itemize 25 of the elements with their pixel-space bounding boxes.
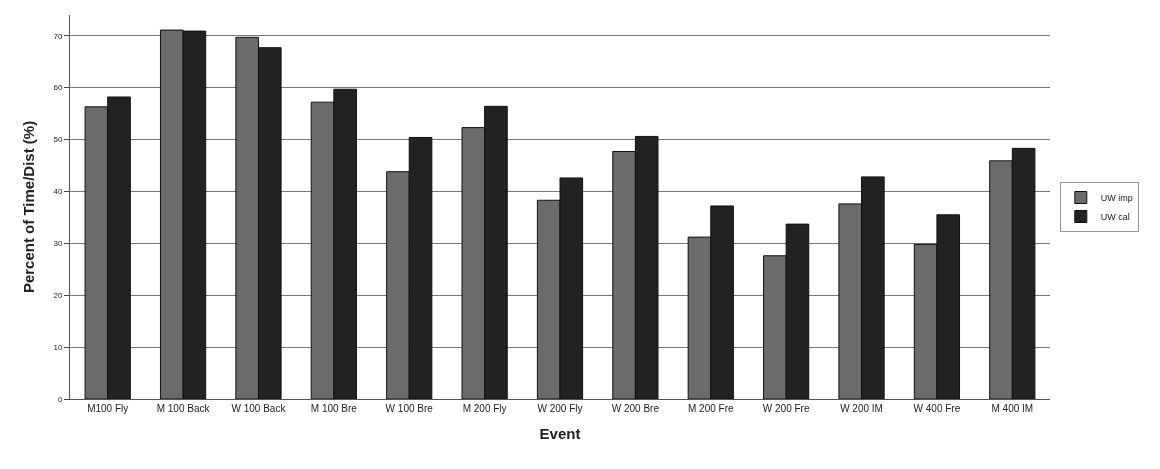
x-tick-label: W 200 IM bbox=[840, 403, 883, 414]
y-tick-label: 10 bbox=[53, 342, 63, 352]
legend-label: UW cal bbox=[1100, 212, 1130, 223]
y-axis-title: Percent of Time/Dist (%) bbox=[19, 120, 37, 294]
x-tick-label: W 200 Bre bbox=[611, 403, 660, 414]
x-tick-label: M 100 Back bbox=[156, 403, 211, 414]
x-tick-label: M 200 Fre bbox=[687, 403, 734, 414]
x-tick-label: M 100 Bre bbox=[310, 403, 358, 414]
y-tick-label: 30 bbox=[53, 239, 63, 249]
x-tick-label: W 200 Fly bbox=[537, 403, 583, 414]
y-tick-label: 70 bbox=[53, 31, 63, 41]
y-tick-label: 50 bbox=[53, 135, 63, 145]
x-tick-label: M100 Fly bbox=[87, 403, 129, 414]
x-tick-label: W 200 Fre bbox=[762, 403, 810, 414]
y-tick-label: 40 bbox=[53, 187, 63, 197]
x-tick-label: M 200 Fly bbox=[462, 403, 507, 414]
x-tick-label: W 100 Back bbox=[231, 403, 287, 414]
y-tick-label: 60 bbox=[53, 83, 63, 93]
y-tick-label: 0 bbox=[57, 394, 63, 404]
x-tick-label: W 400 Fre bbox=[913, 403, 961, 414]
x-tick-label: W 100 Bre bbox=[385, 403, 434, 414]
legend-label: UW imp bbox=[1100, 193, 1133, 204]
y-tick-label: 20 bbox=[53, 291, 63, 301]
x-tick-label: M 400 IM bbox=[991, 403, 1034, 414]
x-axis-title: Event bbox=[539, 425, 581, 442]
